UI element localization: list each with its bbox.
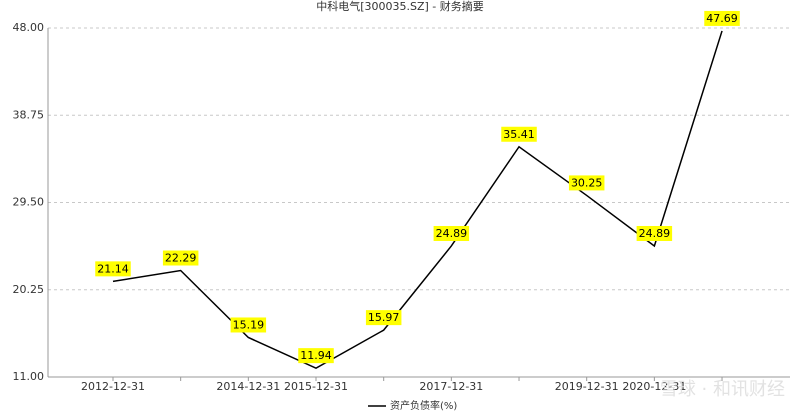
legend-label: 资产负债率(%) — [390, 399, 457, 412]
y-tick-label: 11.00 — [13, 370, 45, 383]
watermark: 雪球 · 和讯财经 — [660, 379, 785, 400]
value-label: 24.89 — [436, 227, 468, 240]
value-label-bg — [298, 348, 334, 364]
value-label: 24.89 — [639, 227, 671, 240]
value-label-bg — [704, 10, 740, 26]
y-tick-label: 20.25 — [13, 283, 45, 296]
x-tick-label: 2020-12-31 — [622, 380, 686, 393]
value-label-bg — [568, 175, 605, 191]
value-label-bg — [162, 250, 199, 266]
x-tick-label: 2012-12-31 — [81, 380, 145, 393]
y-tick-label: 48.00 — [13, 21, 45, 34]
value-label: 30.25 — [571, 176, 603, 189]
x-tick-label: 2015-12-31 — [284, 380, 348, 393]
value-label: 35.41 — [503, 128, 535, 141]
chart-title: 中科电气[300035.SZ] - 财务摘要 — [316, 0, 484, 13]
y-tick-label: 38.75 — [13, 108, 45, 121]
value-label: 22.29 — [165, 252, 197, 265]
x-tick-label: 2019-12-31 — [555, 380, 619, 393]
value-label: 21.14 — [97, 262, 129, 275]
x-tick-label: 2014-12-31 — [216, 380, 280, 393]
x-tick-label: 2017-12-31 — [419, 380, 483, 393]
value-label-bg — [365, 310, 402, 326]
value-label: 11.94 — [300, 349, 332, 362]
value-label-bg — [230, 317, 267, 333]
value-label: 47.69 — [706, 12, 738, 25]
value-label-bg — [501, 126, 537, 142]
value-label: 15.97 — [368, 311, 400, 324]
y-tick-label: 29.50 — [13, 196, 45, 209]
value-label-bg — [433, 225, 470, 241]
value-label: 15.19 — [233, 318, 265, 331]
value-label-bg — [636, 225, 673, 241]
value-label-bg — [95, 261, 131, 277]
data-line — [112, 30, 723, 369]
